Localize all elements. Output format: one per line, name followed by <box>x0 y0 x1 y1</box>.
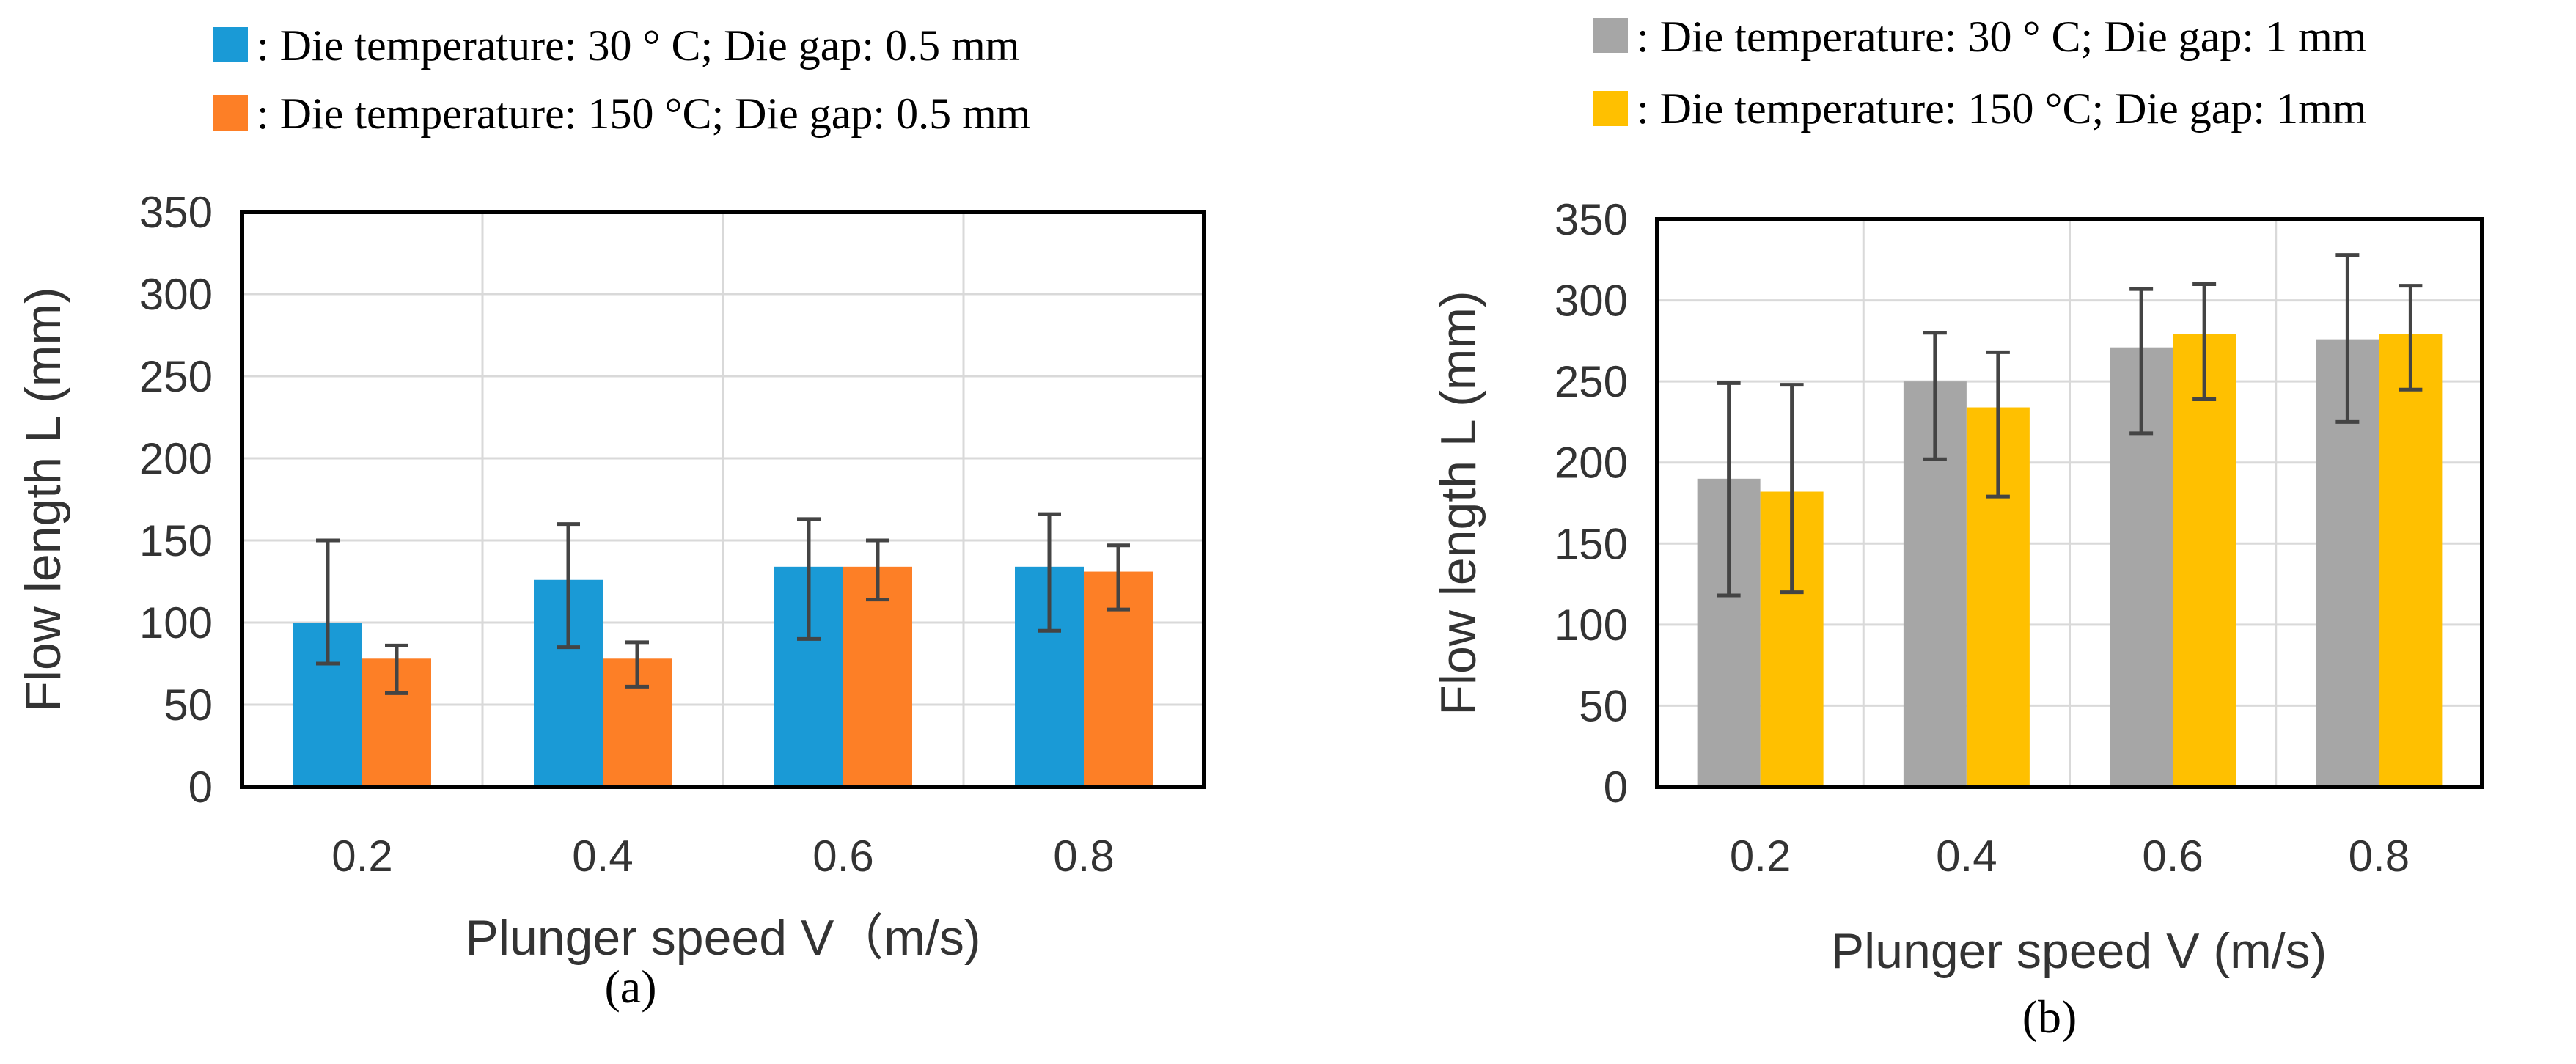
x-axis-title-b: Plunger speed V (m/s) <box>1831 923 2327 979</box>
x-tick-label: 0.6 <box>812 832 873 881</box>
y-tick-label: 300 <box>139 270 213 319</box>
y-tick-label: 300 <box>1555 276 1628 326</box>
plot-frame-a <box>240 210 1206 789</box>
y-tick-label: 150 <box>139 516 213 565</box>
chart-panel-a: : Die temperature: 30 ° C; Die gap: 0.5 … <box>15 21 1206 1013</box>
y-axis-b: 0 50 100 150 200 250 300 350 <box>1555 195 1628 812</box>
x-tick-label: 0.2 <box>1730 832 1791 881</box>
y-axis-a: 0 50 100 150 200 250 300 350 <box>139 188 213 812</box>
bar <box>843 566 912 787</box>
x-axis-title-a: Plunger speed V（m/s) <box>466 910 981 966</box>
error-bars-a <box>316 512 1130 695</box>
y-tick-label: 100 <box>139 598 213 647</box>
legend-a: : Die temperature: 30 ° C; Die gap: 0.5 … <box>213 21 1030 138</box>
x-tick-label: 0.4 <box>1936 832 1997 881</box>
x-tick-label: 0.6 <box>2142 832 2203 881</box>
y-axis-title-b: Flow length L (mm) <box>1431 290 1486 715</box>
bar <box>2379 334 2443 787</box>
y-tick-label: 150 <box>1555 519 1628 568</box>
y-tick-label: 250 <box>139 352 213 401</box>
legend-a-label-0: : Die temperature: 30 ° C; Die gap: 0.5 … <box>257 21 1019 70</box>
bars-a <box>293 566 1153 787</box>
y-tick-label: 200 <box>139 434 213 483</box>
plot-area-b <box>1655 217 2484 789</box>
legend-a-label-1: : Die temperature: 150 °C; Die gap: 0.5 … <box>257 89 1030 138</box>
plot-frame-b <box>1655 217 2484 789</box>
gridlines-a <box>242 212 1204 787</box>
legend-b-label-1: : Die temperature: 150 °C; Die gap: 1mm <box>1637 84 2366 133</box>
y-tick-label: 0 <box>188 763 213 812</box>
y-tick-label: 350 <box>139 188 213 237</box>
y-tick-label: 200 <box>1555 439 1628 488</box>
x-axis-b: 0.2 0.4 0.6 0.8 <box>1730 832 2410 881</box>
x-tick-label: 0.2 <box>331 832 392 881</box>
y-tick-label: 50 <box>1579 681 1628 730</box>
y-tick-label: 50 <box>164 680 213 730</box>
x-tick-label: 0.8 <box>2349 832 2410 881</box>
error-bars-b <box>1717 253 2423 598</box>
bar <box>2173 334 2236 787</box>
legend-b: : Die temperature: 30 ° C; Die gap: 1 mm… <box>1593 12 2366 133</box>
x-tick-label: 0.4 <box>572 832 633 881</box>
y-tick-label: 100 <box>1555 601 1628 650</box>
panel-label-b: (b) <box>2022 991 2077 1043</box>
legend-b-swatch-0 <box>1593 18 1628 53</box>
y-tick-label: 350 <box>1555 195 1628 244</box>
panel-label-a: (a) <box>604 961 656 1013</box>
legend-b-swatch-1 <box>1593 91 1628 126</box>
y-tick-label: 250 <box>1555 357 1628 406</box>
x-tick-label: 0.8 <box>1053 832 1114 881</box>
legend-a-swatch-0 <box>213 27 248 62</box>
legend-a-swatch-1 <box>213 95 248 131</box>
chart-panel-b: : Die temperature: 30 ° C; Die gap: 1 mm… <box>1431 12 2484 1043</box>
legend-b-label-0: : Die temperature: 30 ° C; Die gap: 1 mm <box>1637 12 2366 61</box>
y-tick-label: 0 <box>1604 763 1628 812</box>
x-axis-a: 0.2 0.4 0.6 0.8 <box>331 832 1114 881</box>
plot-area-a <box>240 210 1206 789</box>
y-axis-title-a: Flow length L (mm) <box>15 287 71 711</box>
